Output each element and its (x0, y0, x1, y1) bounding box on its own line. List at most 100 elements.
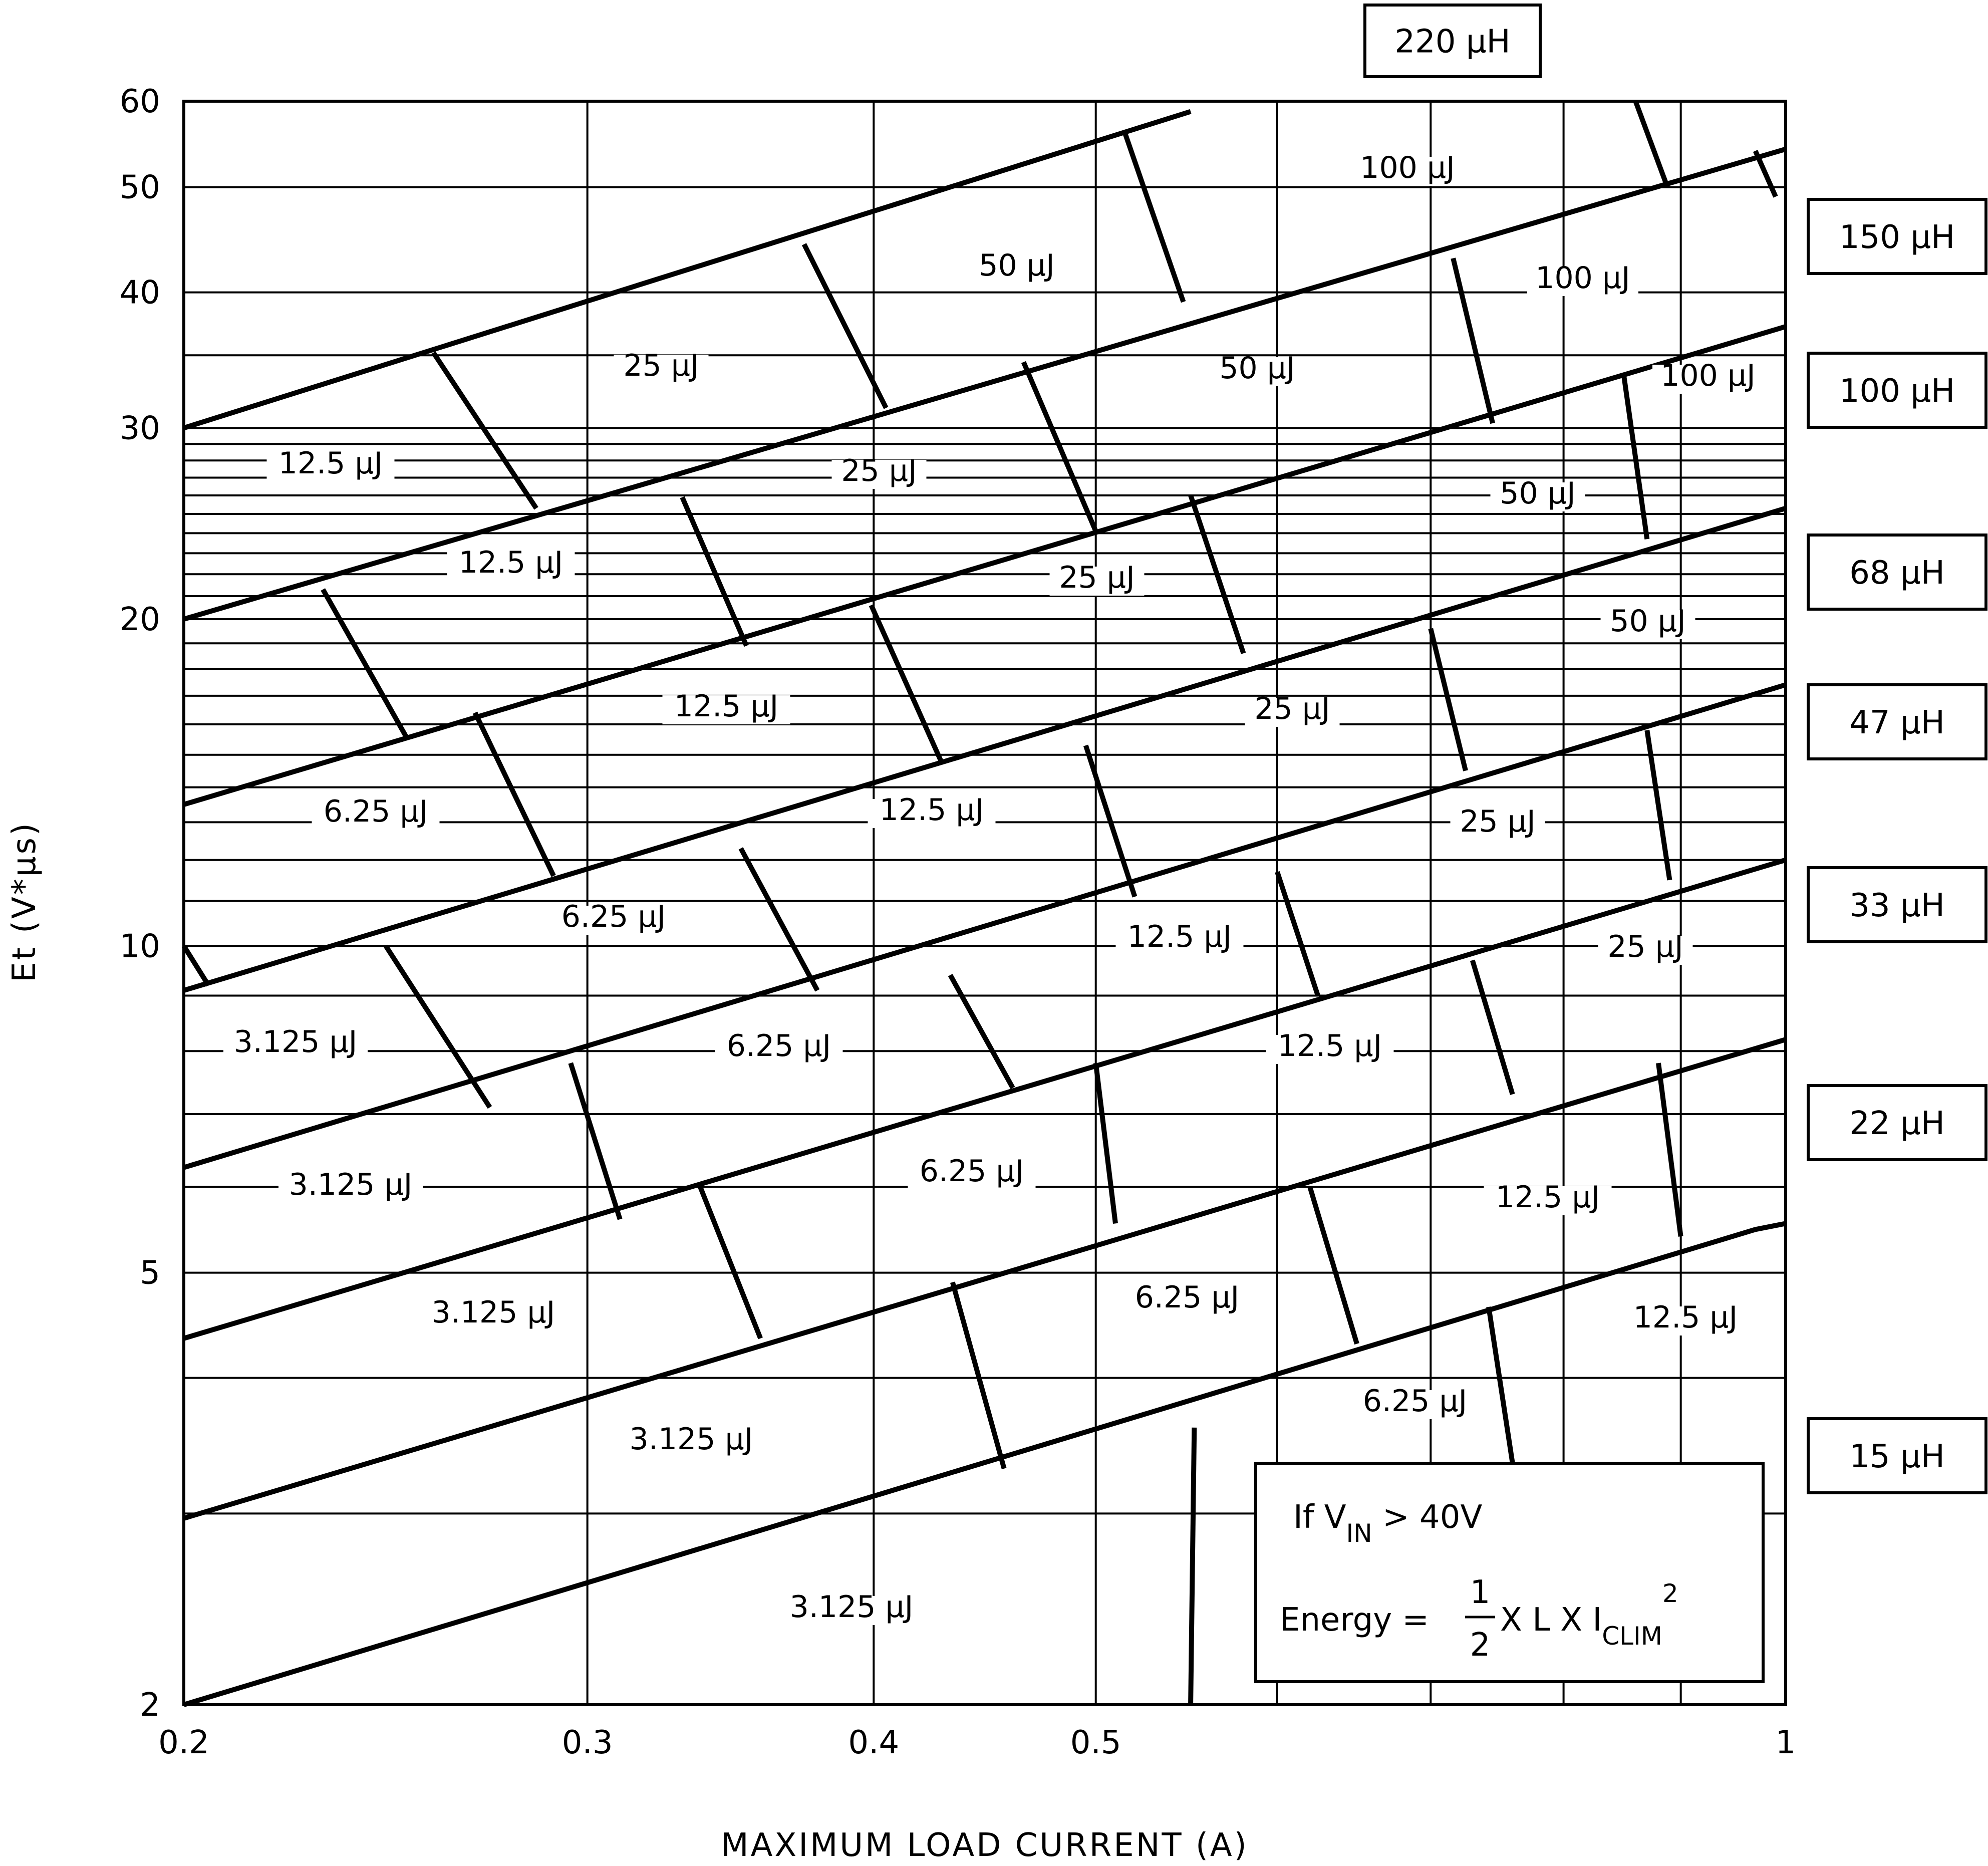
energy-label: 50 μJ (1500, 476, 1575, 511)
energy-line (1083, 744, 1138, 898)
energy-line (680, 496, 749, 647)
y-tick-label: 50 (120, 169, 160, 206)
x-tick-label: 0.4 (848, 1724, 899, 1761)
energy-label: 12.5 μJ (459, 545, 563, 580)
energy-line (472, 711, 556, 877)
energy-label: 3.125 μJ (234, 1024, 358, 1059)
y-tick-label: 30 (120, 410, 160, 447)
inductor-line (183, 505, 1787, 993)
energy-label: 6.25 μJ (920, 1154, 1024, 1189)
energy-label-bg (421, 1301, 565, 1330)
x-tick-label: 1 (1776, 1724, 1796, 1761)
note-line2-sub: CLIM (1602, 1622, 1662, 1651)
energy-label-bg (619, 1428, 763, 1457)
energy-label-bg (1115, 926, 1244, 955)
energy-label: 12.5 μJ (1496, 1180, 1600, 1215)
energy-label-bg (1490, 482, 1585, 511)
inductor-label: 68 μH (1849, 555, 1945, 592)
energy-label: 12.5 μJ (278, 446, 383, 481)
y-axis-title: Et (V*μs) (6, 821, 43, 982)
energy-label-bg (278, 1174, 423, 1203)
inductor-label-box (1807, 534, 1987, 611)
note-box-frame (1254, 1462, 1765, 1683)
energy-label: 6.25 μJ (1135, 1280, 1240, 1315)
energy-line (1753, 150, 1778, 198)
energy-label-bg (831, 460, 927, 489)
curve-layer (181, 100, 1787, 1707)
x-tick-label: 0.5 (1070, 1724, 1121, 1761)
energy-line (738, 847, 820, 992)
y-tick-label: 2 (140, 1687, 160, 1724)
energy-line (1188, 494, 1246, 654)
energy-label: 12.5 μJ (1278, 1028, 1382, 1063)
inductor-label-box (1807, 198, 1987, 275)
plot-frame (182, 100, 1787, 1706)
energy-label-bg (1049, 567, 1145, 596)
note-line1-prefix: If V (1293, 1499, 1346, 1536)
energy-label-bg (715, 1035, 843, 1064)
energy-label: 6.25 μJ (727, 1028, 831, 1063)
energy-line (1621, 375, 1650, 540)
note-line2-sup: 2 (1662, 1579, 1678, 1608)
tick-layer: 0.2 0.3 0.4 0.5 1 2 5 10 20 30 40 50 60 (120, 83, 1796, 1761)
energy-label-bg (1484, 1186, 1612, 1215)
energy-label: 25 μJ (841, 453, 917, 488)
energy-label-bg (614, 355, 709, 384)
inductor-label: 22 μH (1849, 1105, 1945, 1142)
inductor-label: 15 μH (1849, 1438, 1945, 1475)
inductor-label-box (1807, 1084, 1987, 1161)
energy-label: 50 μJ (979, 248, 1054, 283)
inductor-line (183, 109, 1192, 431)
energy-line (698, 1186, 763, 1340)
energy-label-bg (1600, 610, 1695, 639)
inductor-line (183, 1037, 1787, 1521)
y-tick-label: 10 (120, 928, 160, 965)
note-frac-den: 2 (1470, 1627, 1491, 1664)
energy-line (1093, 1062, 1118, 1224)
energy-label-bg (312, 801, 440, 830)
energy-label: 25 μJ (623, 348, 699, 383)
note-line1: If VIN > 40V (1293, 1499, 1482, 1548)
energy-line (383, 944, 492, 1109)
energy-label: 3.125 μJ (630, 1422, 753, 1457)
energy-line (1451, 257, 1495, 424)
energy-line (1633, 100, 1670, 188)
inductor-label-box (1807, 683, 1987, 760)
energy-label: 100 μJ (1660, 358, 1755, 393)
inductor-label: 47 μH (1849, 704, 1945, 741)
energy-label-bg (549, 906, 678, 935)
energy-label: 50 μJ (1610, 604, 1685, 639)
energy-line (1188, 1427, 1197, 1705)
energy-label-bg (1621, 1306, 1750, 1336)
energy-line (1307, 1186, 1359, 1345)
energy-label: 12.5 μJ (1127, 919, 1232, 954)
energy-label: 12.5 μJ (1633, 1300, 1738, 1335)
energy-label-bg (1266, 1035, 1394, 1064)
energy-label: 25 μJ (1607, 929, 1683, 964)
energy-label: 6.25 μJ (324, 794, 428, 829)
x-tick-label: 0.3 (562, 1724, 613, 1761)
energy-label-bg (1598, 936, 1693, 965)
energy-label: 25 μJ (1460, 804, 1535, 839)
note-frac-num: 1 (1470, 1574, 1491, 1611)
y-tick-label: 40 (120, 275, 160, 312)
inductor-line (183, 324, 1787, 807)
energy-label-bg (1351, 1390, 1479, 1419)
inductor-label-box (1807, 352, 1987, 429)
note-line1-sub: IN (1346, 1519, 1372, 1548)
energy-line (568, 1062, 623, 1220)
energy-line (1021, 361, 1098, 532)
energy-line (321, 588, 408, 738)
energy-label-bg (1210, 357, 1305, 386)
note-line2-mid: X L X I (1500, 1602, 1602, 1639)
y-tick-label: 60 (120, 83, 160, 120)
energy-line (1656, 1062, 1683, 1237)
energy-label-bg (969, 254, 1064, 284)
y-tick-label: 20 (120, 601, 160, 638)
energy-label: 6.25 μJ (1363, 1384, 1468, 1419)
inductor-line (183, 146, 1787, 622)
inductor-label: 100 μH (1839, 373, 1955, 410)
energy-label-bg (779, 1596, 924, 1625)
energy-label-bg (1245, 698, 1340, 727)
